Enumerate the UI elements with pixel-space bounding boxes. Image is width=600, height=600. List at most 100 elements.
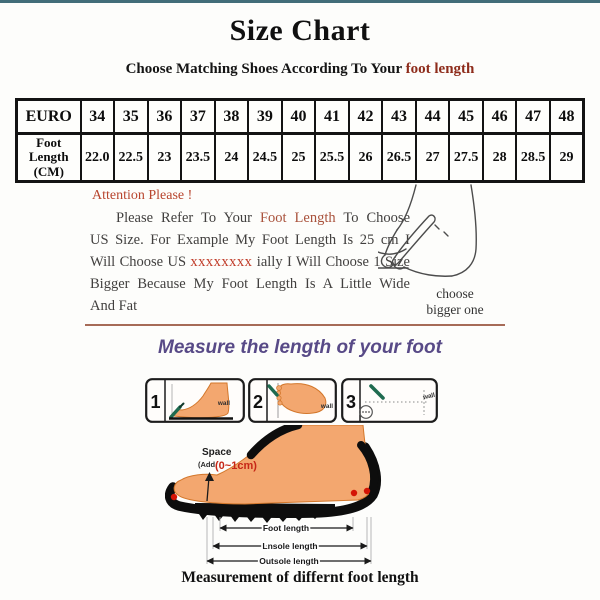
leg-front-line	[396, 184, 417, 231]
table-cell: 41	[314, 98, 350, 135]
heel-marker-dot	[363, 487, 371, 495]
pen-graphic	[169, 405, 182, 419]
top-accent-bar	[0, 0, 600, 3]
attention-line: Please Refer To Your Foot Length To Choo…	[90, 207, 410, 229]
foot-length-label: Foot length	[263, 523, 309, 533]
big-toe-line	[380, 254, 394, 269]
table-cell: 43	[381, 98, 417, 135]
section-divider	[85, 324, 505, 326]
subtitle-text: Choose Matching Shoes According To Your	[125, 61, 406, 77]
step-number: 3	[346, 392, 356, 412]
table-cell: 25.5	[314, 132, 350, 183]
table-cell: 36	[146, 98, 183, 135]
tape-measure-loop	[391, 214, 436, 266]
table-cell: 23	[146, 132, 183, 183]
panel-border	[341, 378, 438, 423]
attention-text: ially I Will Choose 1 Size	[252, 254, 410, 270]
outsole-length-label: Outsole length	[259, 556, 319, 566]
space-arrow-head	[205, 472, 214, 481]
tape-dot	[362, 411, 364, 413]
step-panel-3: 3 wall	[341, 378, 438, 423]
tape-dot	[365, 411, 367, 413]
foot-length-row-header: Foot Length (CM)	[15, 132, 82, 183]
foot-measurement-diagram: Space (Add (0~1cm) Foot length Lnsole le…	[165, 425, 382, 568]
table-cell: 48	[548, 98, 585, 135]
sole-line	[403, 266, 453, 277]
insole-length-label: Lnsole length	[262, 541, 317, 551]
table-cell: 42	[347, 98, 384, 135]
choose-bigger-line: choose	[436, 286, 474, 301]
table-cell: 25	[280, 132, 317, 183]
table-cell: 40	[280, 98, 317, 135]
table-cell: 34	[79, 98, 116, 135]
strap-graphic	[246, 425, 303, 460]
table-cell: 47	[515, 98, 551, 135]
choose-bigger-line: bigger one	[426, 302, 484, 317]
attention-block: Attention Please ! Please Refer To Your …	[90, 188, 410, 317]
table-cell: 27	[414, 132, 451, 183]
instep-line	[384, 229, 398, 256]
wall-label: wall	[217, 400, 230, 407]
table-cell: 35	[113, 98, 149, 135]
attention-redacted-text: xxxxxxxx	[190, 254, 253, 270]
foot-ankle-sketch	[378, 184, 477, 277]
table-cell: 44	[414, 98, 451, 135]
foot-side-graphic	[173, 382, 230, 419]
euro-size-row: EURO 34 35 36 37 38 39 40 41 42 43 44 45…	[15, 98, 585, 135]
table-cell: 24	[213, 132, 250, 183]
size-table: EURO 34 35 36 37 38 39 40 41 42 43 44 45…	[15, 98, 585, 183]
attention-line: US Size. For Example My Foot Length Is 2…	[90, 232, 410, 248]
toe-marker-dot	[170, 493, 178, 501]
attention-heading: Attention Please !	[92, 188, 193, 203]
table-cell: 29	[548, 132, 585, 183]
subtitle-accent: foot length	[405, 61, 475, 77]
table-cell: 38	[213, 98, 250, 135]
table-cell: 24.5	[247, 132, 283, 183]
pointer-curve	[378, 248, 407, 255]
toe-graphic	[276, 385, 282, 391]
tape-roll-graphic	[359, 405, 373, 419]
heel-wrap-graphic	[357, 441, 379, 495]
pen-tip	[179, 402, 185, 408]
euro-row-header: EURO	[15, 98, 82, 135]
toe-graphic	[276, 395, 282, 401]
table-cell: 22.0	[79, 132, 116, 183]
page-title: Size Chart	[229, 14, 371, 47]
step-panel-1: 1 wall	[145, 378, 245, 423]
table-cell: 37	[180, 98, 216, 135]
choose-bigger-note: choose bigger one	[398, 286, 512, 318]
table-cell: 45	[448, 98, 484, 135]
ankle-marks	[434, 224, 449, 237]
heel-marker-dot	[350, 489, 358, 497]
space-label: Space	[202, 447, 232, 458]
footer-caption: Measurement of differnt foot length	[181, 569, 419, 586]
leg-heel-line	[451, 184, 477, 277]
step-number: 2	[253, 392, 263, 412]
table-cell: 22.5	[113, 132, 149, 183]
attention-text: To Choose	[335, 210, 411, 226]
tread-graphic	[195, 503, 335, 523]
wall-label: wall	[421, 392, 435, 402]
measure-heading: Measure the length of your foot	[158, 337, 442, 358]
table-cell: 27.5	[448, 132, 484, 183]
tape-dot	[368, 411, 370, 413]
table-cell: 28	[481, 132, 518, 183]
pen-graphic	[369, 384, 385, 400]
table-cell: 46	[481, 98, 518, 135]
attention-text: Please Refer To Your	[116, 210, 260, 226]
table-cell: 26.5	[381, 132, 417, 183]
table-cell: 39	[247, 98, 283, 135]
foot-length-row: Foot Length (CM) 22.0 22.5 23 23.5 24 24…	[15, 132, 585, 183]
table-cell: 26	[347, 132, 384, 183]
attention-line: Will Choose US xxxxxxxx ially I Will Cho…	[90, 251, 410, 273]
attention-line: Bigger Because My Foot Length Is A Littl…	[90, 276, 410, 292]
wall-label: wall	[320, 403, 333, 410]
attention-text: Will Choose US	[90, 254, 191, 270]
toe-graphic	[277, 400, 283, 406]
table-cell: 28.5	[515, 132, 551, 183]
attention-accent-text: Foot Length	[259, 210, 336, 226]
subtitle: Choose Matching Shoes According To Your …	[0, 61, 600, 78]
add-label: (Add	[198, 460, 215, 469]
dimension-arrows	[206, 524, 372, 565]
